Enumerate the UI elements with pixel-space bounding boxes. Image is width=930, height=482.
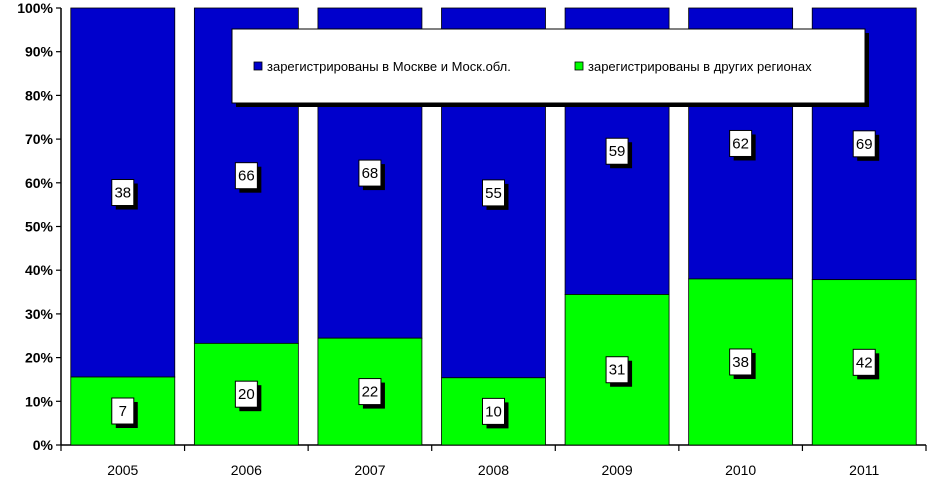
y-tick-label: 90% [25, 44, 54, 60]
data-label-text: 68 [362, 165, 379, 182]
legend: зарегистрированы в Москве и Моск.обл. зар… [231, 28, 869, 107]
x-tick-label: 2005 [107, 462, 138, 478]
data-label-text: 7 [119, 403, 127, 420]
data-label-text: 62 [732, 135, 749, 152]
data-label-text: 38 [732, 354, 749, 371]
data-label-box [729, 129, 753, 157]
data-label-text: 59 [609, 143, 626, 160]
data-label-text: 22 [362, 384, 379, 401]
data-label-regions: 22 [358, 378, 385, 409]
axes: 0% 10% 20% 30% 40% 50% 60% 70% 80% 90% 100% 2005 200… [17, 0, 927, 478]
x-tick-label: 2010 [725, 462, 756, 478]
data-label-moscow: 68 [358, 159, 385, 191]
y-tick-label: 40% [25, 262, 54, 278]
y-tick-label: 70% [25, 131, 54, 147]
x-tick-label: 2011 [849, 462, 879, 478]
data-label-moscow: 38 [111, 179, 138, 210]
legend-label: зарегистрированы в других регионах [588, 59, 812, 74]
data-label-box [605, 356, 629, 384]
data-label-text: 20 [238, 386, 255, 403]
x-tick-label: 2006 [231, 462, 262, 478]
legend-swatch [574, 61, 584, 71]
data-label-box [358, 378, 382, 406]
data-label-regions: 10 [482, 397, 509, 429]
data-label-regions: 7 [111, 397, 138, 429]
y-tick-label: 30% [25, 306, 54, 322]
legend-box [231, 28, 866, 104]
data-label-text: 42 [856, 354, 873, 371]
data-label-box [482, 179, 505, 207]
x-tick-label: 2008 [478, 462, 509, 478]
x-tick-label: 2009 [601, 462, 632, 478]
x-tick-label: 2007 [354, 462, 385, 478]
data-label-moscow: 66 [234, 162, 262, 193]
data-label-box [852, 348, 876, 376]
data-label-text: 31 [609, 362, 626, 379]
data-label-box [111, 179, 135, 207]
data-label-box [852, 130, 876, 158]
data-label-text: 38 [114, 185, 131, 202]
data-label-text: 69 [856, 136, 873, 153]
data-labels: 38 7 66 20 68 22 55 10 59 31 62 38 69 42 [111, 129, 880, 429]
data-label-box [111, 397, 135, 425]
data-label-regions: 31 [605, 356, 633, 387]
data-label-regions: 20 [234, 380, 262, 412]
data-label-text: 55 [485, 185, 502, 202]
data-label-text: 10 [485, 403, 502, 420]
data-label-box [234, 162, 258, 190]
data-label-moscow: 55 [482, 179, 509, 210]
data-label-text: 66 [238, 168, 255, 185]
legend-swatch [253, 61, 263, 71]
data-label-box [605, 137, 629, 165]
data-label-box [482, 397, 505, 425]
y-tick-label: 60% [25, 175, 54, 191]
data-label-box [358, 159, 382, 187]
legend-label: зарегистрированы в Москве и Моск.обл. [267, 59, 511, 74]
data-label-regions: 38 [729, 348, 756, 379]
y-tick-label: 50% [25, 219, 54, 235]
data-label-moscow: 59 [605, 137, 633, 169]
y-tick-label: 100% [17, 0, 53, 16]
data-label-box [234, 380, 258, 408]
y-tick-label: 80% [25, 87, 54, 103]
data-label-moscow: 69 [852, 130, 880, 161]
data-label-regions: 42 [852, 348, 880, 380]
y-tick-label: 20% [25, 350, 54, 366]
data-label-moscow: 62 [729, 129, 756, 161]
data-label-box [729, 348, 753, 376]
y-tick-label: 0% [33, 437, 54, 453]
y-tick-label: 10% [25, 393, 54, 409]
